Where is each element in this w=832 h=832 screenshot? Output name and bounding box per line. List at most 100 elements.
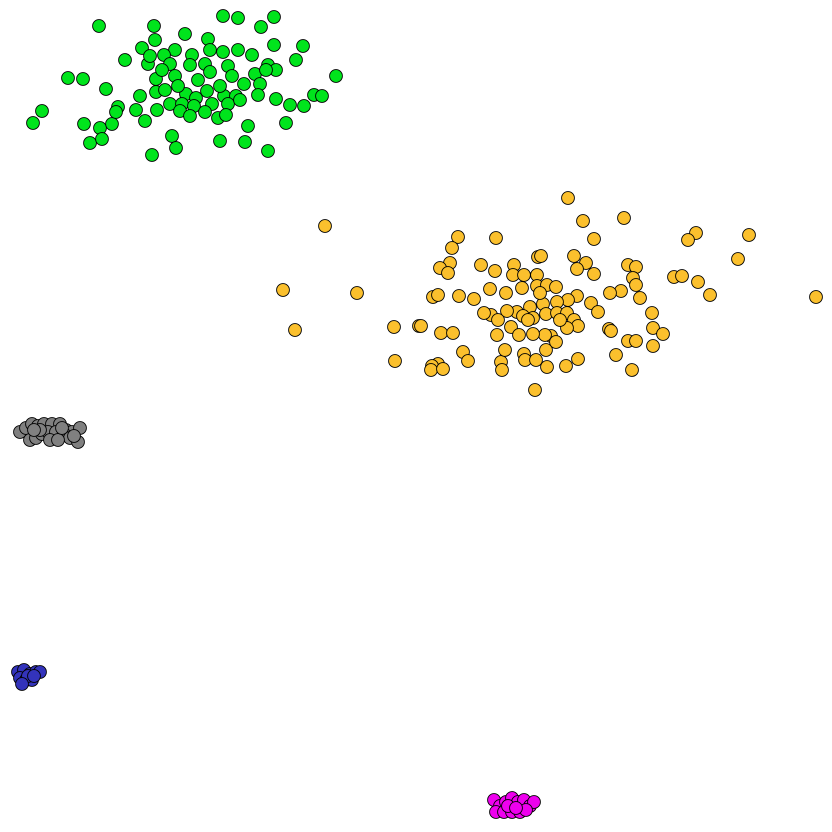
data-point <box>169 141 183 155</box>
data-point <box>451 230 465 244</box>
data-point <box>276 283 290 297</box>
data-point <box>584 296 598 310</box>
data-point <box>609 348 623 362</box>
data-point <box>138 114 152 128</box>
data-point <box>27 669 41 683</box>
data-point <box>92 19 106 33</box>
data-point <box>269 92 283 106</box>
data-point <box>165 129 179 143</box>
data-point <box>251 88 265 102</box>
data-point <box>150 103 164 117</box>
data-point <box>77 117 91 131</box>
data-point <box>315 89 329 103</box>
data-point <box>233 93 247 107</box>
data-point <box>297 99 311 113</box>
data-point <box>491 313 505 327</box>
data-point <box>216 45 230 59</box>
data-point <box>296 39 310 53</box>
data-point <box>143 49 157 63</box>
data-point <box>576 214 590 228</box>
data-point <box>414 319 428 333</box>
data-point <box>467 292 481 306</box>
data-point <box>61 71 75 85</box>
data-point <box>604 324 618 338</box>
data-point <box>461 354 475 368</box>
data-point <box>509 801 523 815</box>
series-2 <box>13 417 87 449</box>
data-point <box>534 249 548 263</box>
data-point <box>267 10 281 24</box>
data-point <box>498 343 512 357</box>
points-layer <box>11 9 823 819</box>
data-point <box>446 326 460 340</box>
data-point <box>289 53 303 67</box>
data-point <box>629 334 643 348</box>
data-point <box>231 11 245 25</box>
data-point <box>95 132 109 146</box>
data-point <box>118 53 132 67</box>
data-point <box>633 291 647 305</box>
data-point <box>241 119 255 133</box>
data-point <box>490 328 504 342</box>
data-point <box>553 313 567 327</box>
data-point <box>512 328 526 342</box>
data-point <box>561 191 575 205</box>
data-point <box>675 269 689 283</box>
data-point <box>15 677 29 691</box>
data-point <box>645 306 659 320</box>
data-point <box>350 286 364 300</box>
data-point <box>109 105 123 119</box>
data-point <box>261 144 275 158</box>
data-point <box>587 232 601 246</box>
data-point <box>200 84 214 98</box>
data-point <box>646 321 660 335</box>
data-point <box>731 252 745 266</box>
data-point <box>388 354 402 368</box>
data-point <box>526 327 540 341</box>
data-point <box>646 339 660 353</box>
data-point <box>495 363 509 377</box>
data-point <box>76 72 90 86</box>
series-3 <box>11 663 47 691</box>
data-point <box>431 288 445 302</box>
data-point <box>483 282 497 296</box>
data-point <box>35 104 49 118</box>
data-point <box>259 63 273 77</box>
data-point <box>237 77 251 91</box>
data-point <box>191 73 205 87</box>
data-point <box>147 19 161 33</box>
data-point <box>540 360 554 374</box>
data-point <box>178 27 192 41</box>
data-point <box>521 313 535 327</box>
data-point <box>105 117 119 131</box>
data-point <box>809 290 823 304</box>
data-point <box>441 266 455 280</box>
data-point <box>148 33 162 47</box>
data-point <box>288 323 302 337</box>
series-4 <box>487 791 541 819</box>
data-point <box>213 79 227 93</box>
data-point <box>26 116 40 130</box>
data-point <box>129 103 143 117</box>
data-point <box>99 82 113 96</box>
data-point <box>570 262 584 276</box>
data-point <box>517 268 531 282</box>
data-point <box>549 280 563 294</box>
data-point <box>528 383 542 397</box>
data-point <box>656 327 670 341</box>
data-point <box>567 249 581 263</box>
data-point <box>219 108 233 122</box>
data-point <box>436 362 450 376</box>
series-1 <box>276 191 823 397</box>
data-point <box>279 116 293 130</box>
data-point <box>691 275 705 289</box>
data-point <box>571 352 585 366</box>
data-point <box>158 83 172 97</box>
data-point <box>474 258 488 272</box>
data-point <box>477 306 491 320</box>
data-point <box>538 328 552 342</box>
data-point <box>231 43 245 57</box>
data-point <box>591 305 605 319</box>
data-point <box>183 58 197 72</box>
